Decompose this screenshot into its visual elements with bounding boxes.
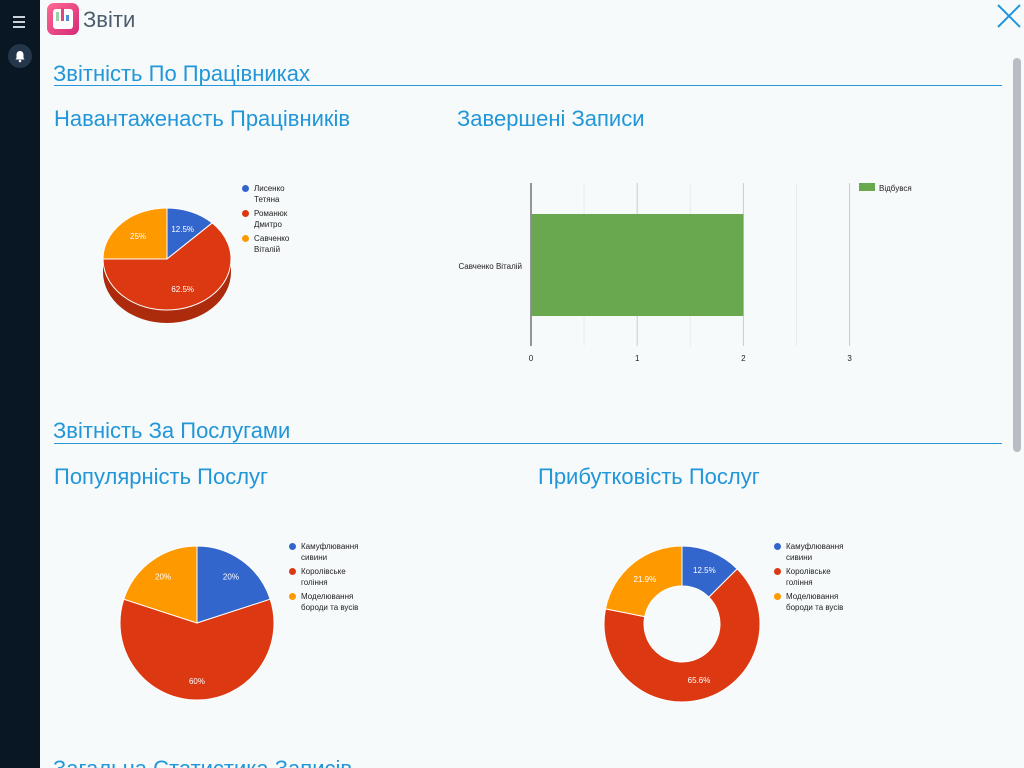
bell-icon[interactable]	[8, 44, 32, 68]
profit-donut-chart: 12.5% 65.6% 21.9% Камуфлювання сивини Королів…	[603, 542, 843, 703]
completed-bar-chart: 0 1 2 3 Савченко Віталій Відбувся	[458, 183, 912, 363]
legend-label: Моделювання	[301, 592, 353, 601]
legend-marker	[859, 183, 875, 191]
legend-label: Тетяна	[254, 195, 280, 204]
legend-label: Романюк	[254, 209, 288, 218]
slice-label: 12.5%	[171, 225, 194, 234]
legend-label: Королівське	[301, 567, 346, 576]
pie-slice	[102, 222, 232, 311]
legend-label: бороди та вусів	[301, 603, 358, 612]
legend-label: сивини	[786, 553, 812, 562]
legend-marker	[289, 543, 296, 550]
legend-marker	[774, 593, 781, 600]
slice-label: 20%	[155, 572, 171, 581]
slice-label: 25%	[130, 232, 146, 241]
x-tick-label: 2	[741, 354, 746, 363]
main-content: Звіти Звітність По Працівниках Навантаже…	[40, 0, 1024, 768]
legend-marker	[289, 593, 296, 600]
chart-title-workload: Навантаженасть Працівників	[54, 106, 351, 131]
legend-label: гоління	[301, 578, 328, 587]
slice-label: 60%	[189, 677, 205, 686]
legend-label: Відбувся	[879, 184, 912, 193]
legend-label: Моделювання	[786, 592, 838, 601]
popularity-pie-chart: 20% 60% 20% Камуфлювання сивини Королівське го…	[119, 542, 358, 701]
legend-marker	[289, 568, 296, 575]
charts-canvas: 12.5% 62.5% 25% Лисенко Тетяна Романюк Дмитро С…	[102, 183, 912, 703]
page-title: Звіти	[83, 7, 136, 32]
pie-slice	[196, 545, 271, 624]
divider	[54, 85, 1002, 86]
slice-label: 12.5%	[693, 566, 716, 575]
legend-label: Королівське	[786, 567, 831, 576]
x-tick-label: 0	[529, 354, 534, 363]
legend-marker	[242, 185, 249, 192]
sidebar	[0, 0, 40, 768]
legend-label: Віталій	[254, 245, 280, 254]
section-title-employees: Звітність По Працівниках	[53, 61, 311, 86]
scrollbar-thumb[interactable]	[1013, 58, 1021, 452]
chart-title-completed: Завершені Записи	[457, 106, 645, 131]
legend-label: бороди та вусів	[786, 603, 843, 612]
slice-label: 65.6%	[688, 676, 711, 685]
legend-label: Камуфлювання	[786, 542, 843, 551]
slice-label: 21.9%	[634, 575, 657, 584]
pie-slice	[603, 568, 761, 703]
slice-label: 62.5%	[171, 285, 194, 294]
pie-slice	[604, 545, 683, 618]
legend-label: Камуфлювання	[301, 542, 358, 551]
slice-label: 20%	[223, 572, 239, 581]
chart-title-popularity: Популярність Послуг	[54, 464, 269, 489]
pie-slice	[123, 545, 198, 624]
y-category-label: Савченко Віталій	[458, 262, 522, 271]
pie-slice	[119, 598, 275, 701]
legend-marker	[774, 568, 781, 575]
legend-label: сивини	[301, 553, 327, 562]
legend-label: Дмитро	[254, 220, 283, 229]
workload-pie-chart: 12.5% 62.5% 25% Лисенко Тетяна Романюк Дмитро С…	[102, 184, 290, 323]
menu-icon[interactable]	[10, 12, 30, 30]
x-tick-label: 1	[635, 354, 640, 363]
pie-slice	[102, 207, 168, 260]
top-bar: Звіти	[40, 0, 1024, 40]
divider	[54, 443, 1002, 444]
bar	[531, 214, 744, 316]
section-title-services: Звітність За Послугами	[53, 418, 291, 443]
close-icon[interactable]	[995, 2, 1023, 30]
legend-label: гоління	[786, 578, 813, 587]
x-tick-label: 3	[847, 354, 852, 363]
legend-label: Савченко	[254, 234, 290, 243]
legend-marker	[774, 543, 781, 550]
pie-slice-side	[103, 259, 231, 323]
section-title-general: Загальна Статистика Записів	[53, 756, 352, 768]
legend-marker	[242, 235, 249, 242]
legend-marker	[242, 210, 249, 217]
reports-app-icon	[47, 3, 79, 35]
legend-label: Лисенко	[254, 184, 285, 193]
chart-title-profit: Прибутковість Послуг	[538, 464, 760, 489]
